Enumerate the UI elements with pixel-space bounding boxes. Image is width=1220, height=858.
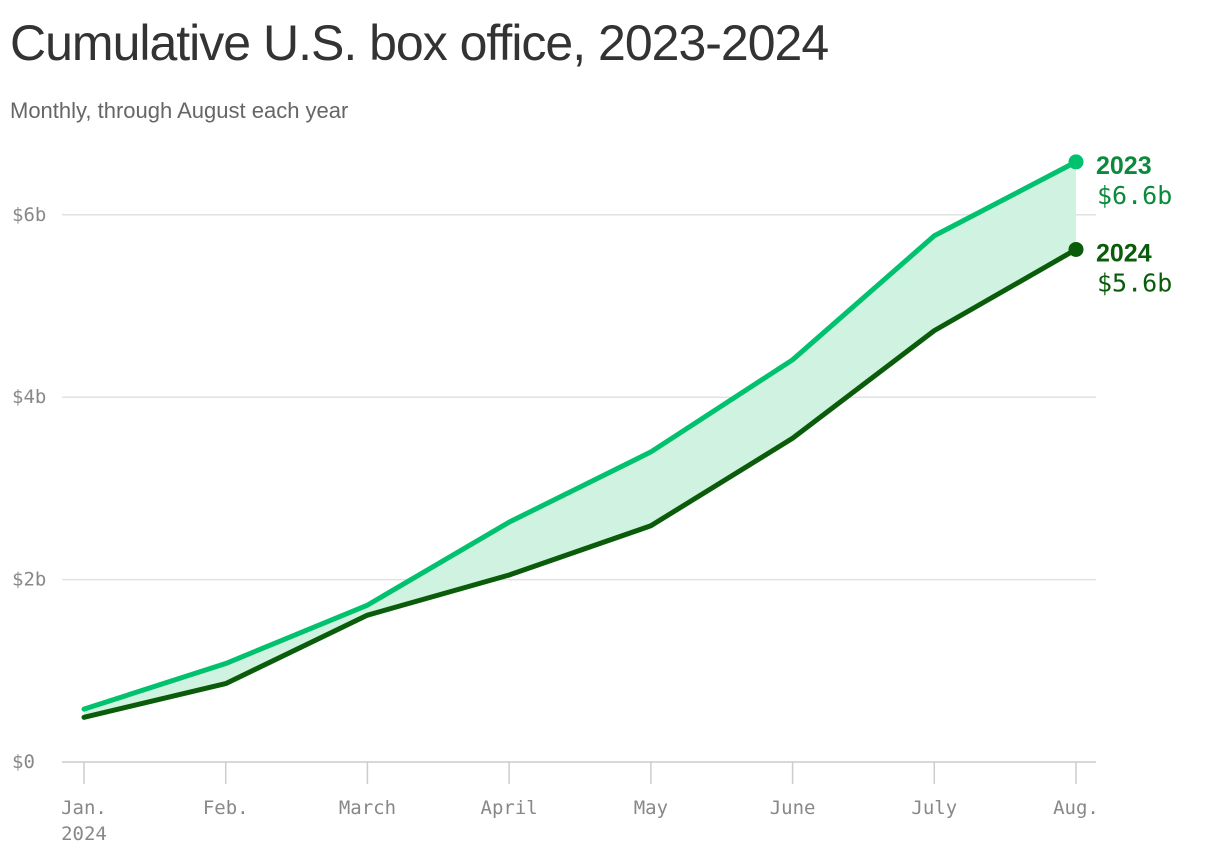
x-axis-year-label: 2024 (61, 823, 107, 845)
y-tick-label: $4b (12, 386, 46, 408)
x-tick-label: June (770, 797, 816, 819)
x-tick-label: March (339, 797, 396, 819)
x-tick-label: July (911, 797, 957, 819)
x-tick-label: Jan. (61, 797, 107, 819)
x-tick-label: Aug. (1053, 797, 1099, 819)
y-tick-label: $6b (12, 204, 46, 226)
difference-area (84, 161, 1076, 718)
series-end-value-2023: $6.6b (1097, 181, 1172, 210)
x-tick-label: April (481, 797, 538, 819)
series-label-2023: 2023 (1096, 152, 1152, 180)
series-line-2023 (81, 159, 1079, 712)
series-label-2024: 2024 (1096, 239, 1152, 267)
x-tick-label: Feb. (203, 797, 249, 819)
series-end-point-2024 (1068, 241, 1084, 257)
y-tick-label: $0 (12, 751, 35, 773)
series-end-value-2024: $5.6b (1097, 268, 1172, 297)
x-tick-label: May (634, 797, 668, 819)
chart-subtitle: Monthly, through August each year (10, 98, 349, 123)
y-tick-label: $2b (12, 569, 46, 591)
chart-title: Cumulative U.S. box office, 2023-2024 (10, 15, 829, 71)
series-end-point-2023 (1068, 154, 1084, 170)
series-line-2024 (81, 246, 1079, 720)
